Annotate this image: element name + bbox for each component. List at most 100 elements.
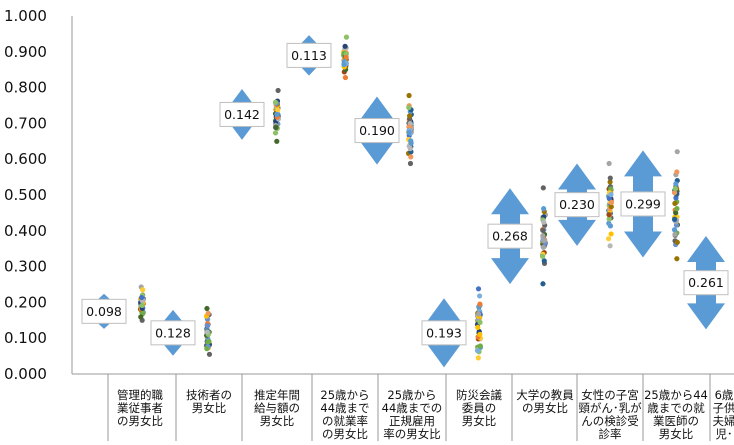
data-point [540,228,545,233]
data-point [477,293,482,298]
data-point [344,35,349,40]
data-point [540,254,545,259]
category-label: 女性の子宮 [581,388,639,402]
category-label: 25歳から44 [644,388,708,402]
data-point [675,149,680,154]
data-point [541,206,546,211]
data-point [541,220,546,225]
data-point [139,295,144,300]
category-label: 大学の教員 [516,388,574,402]
y-tick-label: 0.200 [4,293,47,311]
data-point [206,339,211,344]
category-label: 給与額の [254,401,300,415]
category-label: 業医師の [653,414,699,428]
data-point [205,329,210,334]
category-label: の男女比 [322,427,368,441]
y-tick-label: 0.900 [4,43,47,61]
category-label: 推定年間 [254,388,300,402]
category-label: 児･ [715,427,732,441]
data-point [341,62,346,67]
data-point [606,212,611,217]
y-tick-label: 0.500 [4,186,47,204]
data-point [205,323,210,328]
category-label: の男女比 [522,401,568,415]
data-point [675,240,680,245]
category-label: 男女比 [192,401,227,415]
data-point [408,161,413,166]
category-label: 25歳から [320,388,369,402]
y-tick-label: 0.400 [4,222,47,240]
data-point [608,192,613,197]
y-tick-label: 0.100 [4,329,47,347]
data-point [407,113,412,118]
y-tick-label: 0.700 [4,114,47,132]
category-label: 男女比 [462,414,497,428]
category-label: 男女比 [260,414,295,428]
y-tick-label: 0.800 [4,79,47,97]
data-point [609,200,614,205]
category-label: 子供 [713,401,734,415]
data-point [138,314,143,319]
data-point [542,238,547,243]
data-point [607,161,612,166]
data-point [477,320,482,325]
range-label: 0.299 [625,196,661,211]
category-label: 6歳 [715,388,734,402]
data-point [204,346,209,351]
data-point [343,75,348,80]
data-point [476,355,481,360]
data-point [408,154,413,159]
data-point [476,286,481,291]
data-point [476,311,481,316]
data-point [206,311,211,316]
data-point [608,223,613,228]
data-point [273,130,278,135]
data-point [475,325,480,330]
category-label: 正規雇用 [389,414,435,428]
category-label: 業従事者 [117,401,163,415]
data-point [541,185,546,190]
category-label: 夫婦 [713,414,734,428]
category-label: の就業率 [322,414,368,428]
data-point [275,107,280,112]
data-point [540,281,545,286]
data-point [475,348,480,353]
data-point [542,258,547,263]
data-point [273,100,278,105]
data-point [606,236,611,241]
data-point [406,93,411,98]
category-label: 管理的職 [117,388,163,402]
data-point [609,231,614,236]
data-point [140,303,145,308]
range-label: 0.193 [426,325,462,340]
data-point [674,206,679,211]
data-point [608,243,613,248]
data-point [672,227,677,232]
data-point [674,256,679,261]
category-label: 44歳までの [382,401,443,415]
data-point [673,186,678,191]
category-label: 25歳から [387,388,436,402]
data-point [275,88,280,93]
data-point [342,44,347,49]
data-point [274,139,279,144]
category-label: 頸がん･乳が [578,401,642,415]
data-point [408,146,413,151]
y-tick-label: 0.600 [4,150,47,168]
category-label: 委員の [462,401,497,415]
data-point [406,130,411,135]
range-label: 0.098 [86,304,122,319]
data-point [608,175,613,180]
data-point [274,112,279,117]
data-point [673,181,678,186]
category-label: 歳までの就 [647,401,705,415]
category-label: 男女比 [659,427,694,441]
data-point [478,343,483,348]
